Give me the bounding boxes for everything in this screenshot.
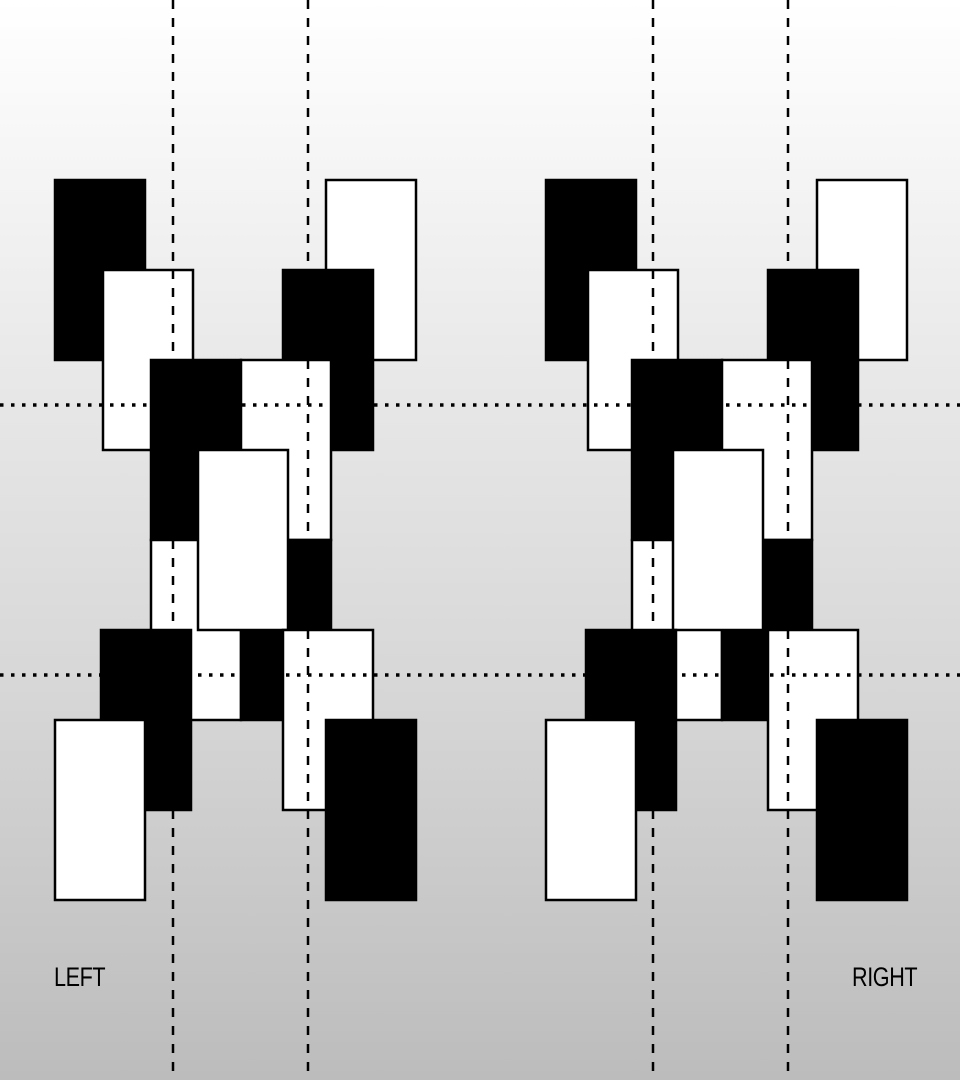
left-tile-figure <box>53 178 418 902</box>
left-label: LEFT <box>54 962 106 992</box>
right-label: RIGHT <box>852 962 918 992</box>
vertical-guide-lines <box>171 0 790 1080</box>
tile <box>196 448 290 632</box>
tile <box>544 718 638 902</box>
tile <box>324 718 418 902</box>
right-tile-figure <box>544 178 909 902</box>
tile <box>671 448 765 632</box>
tile <box>815 718 909 902</box>
tile <box>53 718 147 902</box>
